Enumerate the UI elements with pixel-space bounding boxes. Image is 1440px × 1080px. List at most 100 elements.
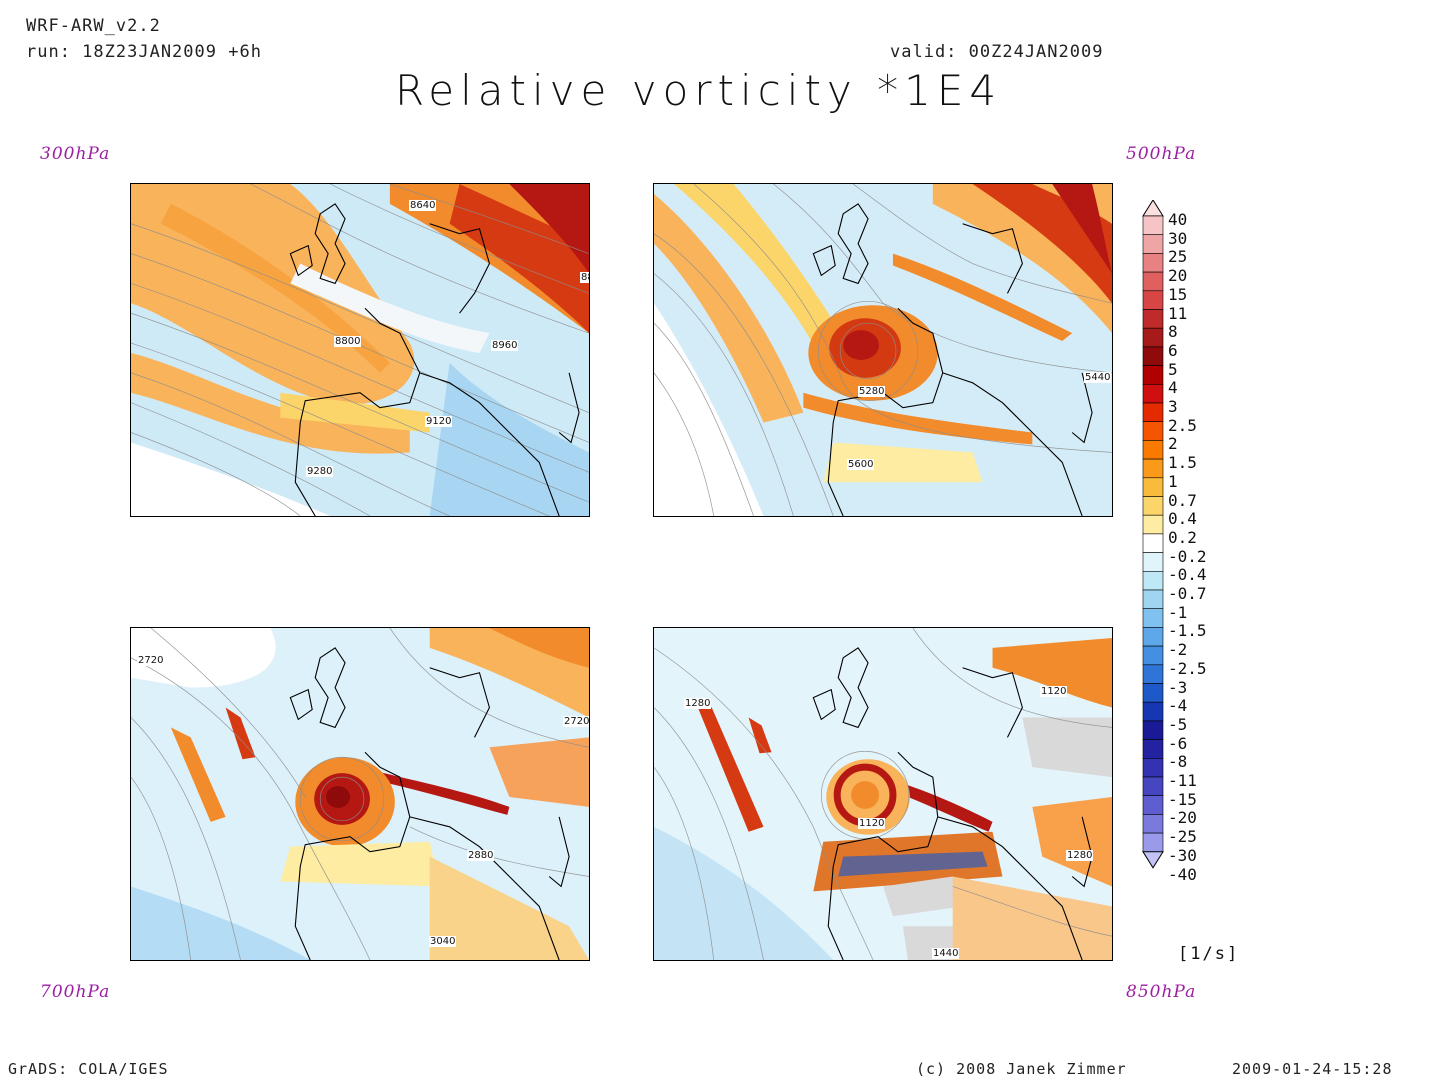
colorbar-swatch — [1142, 720, 1164, 740]
colorbar-swatch — [1142, 384, 1164, 404]
colorbar-tick-label: -2 — [1168, 640, 1188, 660]
colorbar-tick-label: -5 — [1168, 714, 1188, 734]
page-title: Relative vorticity *1E4 — [395, 66, 1003, 115]
map-panel-300hpa: 8640 8800 8960 9120 9280 88 — [130, 183, 590, 517]
contour-label: 1120 — [1040, 686, 1068, 697]
footer-timestamp: 2009-01-24-15:28 — [1232, 1060, 1393, 1078]
level-label-850: 850hPa — [1126, 982, 1197, 1002]
contour-label: 2880 — [467, 850, 495, 861]
map-panel-700hpa: 2720 2720 2880 3040 — [130, 627, 590, 961]
colorbar-swatch — [1142, 701, 1164, 722]
colorbar-tick-label: 25 — [1168, 247, 1188, 267]
map-panel-850hpa: 1280 1120 1120 1280 1440 — [653, 627, 1113, 961]
colorbar-tick-label: -0.7 — [1168, 584, 1207, 603]
colorbar-swatch — [1142, 757, 1164, 778]
colorbar-swatch — [1142, 589, 1164, 610]
colorbar-tick-label: 40 — [1168, 210, 1188, 229]
colorbar-tick-label: 30 — [1168, 228, 1188, 248]
colorbar-tick-label: 6 — [1168, 340, 1178, 360]
colorbar-swatch — [1142, 215, 1164, 236]
colorbar-units: [1/s] — [1178, 944, 1240, 964]
contour-label: 9120 — [425, 416, 453, 427]
colorbar-swatch — [1142, 814, 1164, 834]
colorbar-tick-label: -25 — [1168, 827, 1197, 847]
level-label-700: 700hPa — [40, 982, 111, 1002]
contour-label: 2720 — [137, 655, 165, 666]
level-label-300: 300hPa — [40, 144, 111, 164]
colorbar-tick-label: -4 — [1168, 696, 1188, 716]
contour-label: 1280 — [684, 698, 712, 709]
contour-label: 8960 — [491, 340, 519, 351]
colorbar-tick-label: 3 — [1168, 397, 1178, 416]
colorbar-swatch — [1142, 346, 1164, 366]
colorbar-tick-label: 0.7 — [1168, 490, 1197, 510]
colorbar-tick-label: 8 — [1168, 322, 1178, 342]
colorbar-swatch — [1142, 402, 1164, 423]
colorbar-swatch — [1142, 514, 1164, 535]
colorbar-tick-label: -40 — [1168, 864, 1197, 884]
colorbar-tick-label: -0.2 — [1168, 546, 1207, 566]
colorbar-swatch — [1142, 365, 1164, 385]
colorbar-swatch — [1142, 327, 1164, 348]
colorbar-swatch — [1142, 776, 1164, 797]
map-panel-500hpa: 5280 5440 5600 — [653, 183, 1113, 517]
contour-label: 88 — [580, 272, 589, 283]
colorbar-tick-label: 15 — [1168, 284, 1188, 304]
colorbar-tick-label: 20 — [1168, 266, 1188, 286]
colorbar-tick-label: 4 — [1168, 378, 1178, 398]
colorbar-tick-label: 0.4 — [1168, 509, 1197, 529]
colorbar-tick-label: 11 — [1168, 303, 1188, 323]
colorbar-swatch — [1142, 458, 1164, 479]
colorbar-tick-label: -1.5 — [1168, 621, 1207, 641]
colorbar-tick-label: -1 — [1168, 602, 1188, 622]
colorbar-swatch — [1142, 290, 1164, 310]
contour-label: 9280 — [306, 466, 334, 477]
colorbar-swatch — [1142, 795, 1164, 815]
contour-label: 1120 — [858, 818, 886, 829]
colorbar-tick-label: 0.2 — [1168, 527, 1197, 547]
colorbar-swatch — [1142, 683, 1164, 703]
colorbar-tick-label: -30 — [1168, 845, 1197, 865]
vorticity-field-500 — [654, 184, 1112, 516]
colorbar-swatch — [1142, 608, 1164, 628]
colorbar-tick-label: -8 — [1168, 752, 1188, 772]
contour-label: 5440 — [1084, 372, 1112, 383]
colorbar-tick-label: 1 — [1168, 471, 1178, 491]
contour-label: 1280 — [1066, 850, 1094, 861]
colorbar-swatch — [1142, 570, 1164, 591]
colorbar-swatch — [1142, 309, 1164, 329]
colorbar-swatch — [1142, 421, 1164, 441]
colorbar-swatch — [1142, 645, 1164, 666]
colorbar-swatch — [1142, 739, 1164, 759]
colorbar-swatch — [1142, 271, 1164, 292]
footer-software: GrADS: COLA/IGES — [8, 1060, 169, 1078]
colorbar-swatch — [1142, 627, 1164, 647]
contour-label: 2720 — [563, 716, 590, 727]
colorbar-tick-label: 1.5 — [1168, 453, 1197, 473]
vorticity-field-700 — [131, 628, 589, 960]
colorbar-swatch — [1142, 440, 1164, 460]
level-label-500: 500hPa — [1126, 144, 1197, 164]
colorbar-tick-label: -3 — [1168, 677, 1188, 697]
contour-label: 5600 — [847, 459, 875, 470]
colorbar-tick-label: -15 — [1168, 789, 1197, 809]
footer-copyright: (c) 2008 Janek Zimmer — [916, 1060, 1127, 1078]
colorbar-tick-label: -0.4 — [1168, 565, 1207, 585]
colorbar-tick-label: -2.5 — [1168, 658, 1207, 678]
vorticity-field-850 — [654, 628, 1112, 960]
colorbar-arrow-top — [1142, 199, 1164, 217]
contour-label: 8800 — [334, 336, 362, 347]
colorbar-swatch — [1142, 477, 1164, 497]
colorbar-swatch — [1142, 533, 1164, 553]
colorbar-swatch — [1142, 832, 1164, 853]
colorbar-swatches — [1142, 199, 1164, 869]
colorbar-tick-label: 2.5 — [1168, 415, 1197, 435]
contour-label: 1440 — [932, 948, 960, 959]
colorbar-tick-label: -20 — [1168, 808, 1197, 828]
colorbar-tick-label: 2 — [1168, 434, 1178, 454]
colorbar-swatch — [1142, 496, 1164, 516]
colorbar-arrow-bottom — [1142, 851, 1164, 869]
colorbar-tick-label: -6 — [1168, 733, 1188, 753]
colorbar-swatch — [1142, 664, 1164, 684]
contour-label: 5280 — [858, 386, 886, 397]
